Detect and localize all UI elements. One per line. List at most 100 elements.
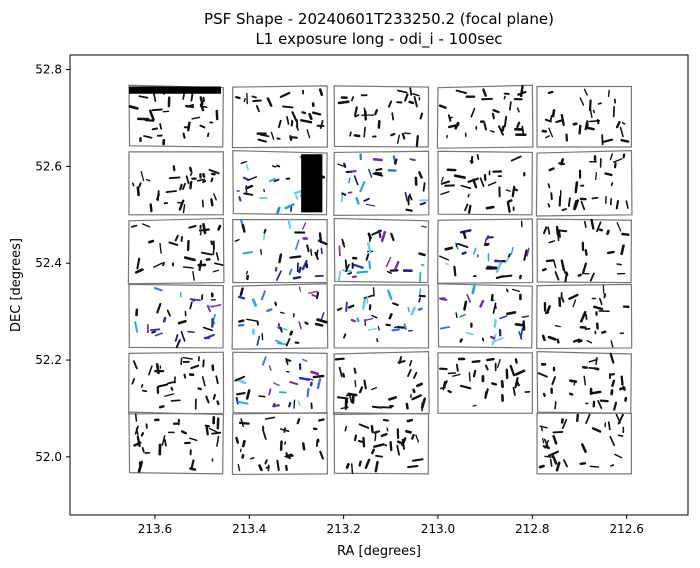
x-axis-label: RA [degrees] [337,544,421,559]
psf-whisker [610,340,614,348]
x-tick-label: 213.6 [138,522,172,536]
psf-whisker [149,328,161,332]
psf-whisker [347,272,353,275]
psf-whisker [511,288,520,293]
psf-whisker [283,441,287,445]
psf-whisker [349,131,352,137]
psf-whisker [373,443,385,448]
psf-whisker [355,196,360,205]
psf-whisker [447,389,452,394]
psf-whisker [165,190,177,193]
chip-outline [436,84,534,149]
psf-whisker [503,95,506,100]
psf-whisker [418,297,422,303]
psf-whisker [512,386,516,396]
psf-whisker [136,186,140,197]
psf-whisker [311,293,317,298]
psf-whisker [572,299,577,308]
psf-whisker [246,318,258,322]
psf-whisker [358,386,364,394]
psf-whisker [617,413,624,425]
psf-whisker [590,218,595,230]
psf-whisker [202,180,207,184]
psf-whisker [521,315,530,319]
x-axis: 213.6 213.4 213.2 213.0 212.8 212.6 [138,515,644,536]
psf-whisker [341,241,346,248]
psf-whisker [610,464,615,467]
psf-whisker [268,388,272,396]
psf-whisker [235,95,241,100]
psf-whisker [603,293,607,299]
psf-whisker [569,379,578,383]
psf-whisker [404,191,409,202]
psf-whisker [210,177,214,183]
psf-whisker [389,441,393,452]
psf-whisker [358,460,362,467]
psf-whisker [455,89,467,95]
psf-whisker [276,342,288,346]
psf-whisker [442,380,447,388]
chip-outline [333,217,430,284]
psf-whisker [202,223,207,235]
psf-whisker [585,413,591,425]
psf-whisker [572,338,581,343]
psf-whisker [613,162,617,169]
psf-whisker [148,239,155,244]
psf-whisker [580,310,587,323]
psf-whisker [365,253,370,261]
psf-whisker [128,105,139,110]
psf-whisker [583,88,588,96]
psf-whisker [308,112,313,120]
psf-whisker [287,218,292,230]
psf-whisker [172,165,176,172]
psf-whisker [577,273,582,277]
psf-whisker [422,182,426,192]
psf-whisker [506,201,511,213]
psf-whisker [467,193,470,198]
psf-whisker [180,236,184,243]
psf-whisker [354,379,357,388]
psf-whisker [609,352,615,364]
psf-whisker [508,101,512,111]
chip-outlines [127,84,633,476]
psf-whisker [560,418,564,424]
psf-whisker [170,386,174,391]
psf-whisker [514,358,518,364]
psf-whisker [503,115,508,128]
psf-whisker [350,463,354,475]
psf-whisker [413,96,418,108]
psf-whisker [574,181,579,194]
psf-whisker [462,230,467,239]
psf-whisker [298,286,302,292]
psf-whisker [242,176,249,181]
psf-whisker [560,296,565,303]
psf-whisker [289,330,294,336]
psf-whisker [619,386,626,391]
psf-whisker [613,401,618,411]
psf-whisker [189,166,193,173]
psf-whisker [473,247,477,255]
psf-whiskers [128,85,630,475]
psf-whisker [507,199,513,203]
psf-whisker [296,418,301,425]
psf-whisker [338,270,342,282]
chip-outline [231,412,329,476]
psf-whisker [130,224,138,228]
psf-whisker [353,175,359,186]
psf-whisker [597,102,602,105]
chip-outline [535,150,633,217]
psf-whisker [554,325,561,328]
psf-whisker [582,262,588,274]
psf-whisker [183,256,196,262]
psf-whisker [584,249,588,256]
psf-whisker [359,181,366,193]
y-axis-label: DEC [degrees] [9,238,24,332]
psf-whisker [353,134,361,138]
psf-whisker [537,372,548,378]
psf-whisker [494,337,504,342]
psf-whisker [591,196,599,200]
psf-whisker [463,300,468,311]
psf-whisker [583,220,587,228]
psf-whisker [289,135,293,141]
psf-whisker [390,132,396,137]
